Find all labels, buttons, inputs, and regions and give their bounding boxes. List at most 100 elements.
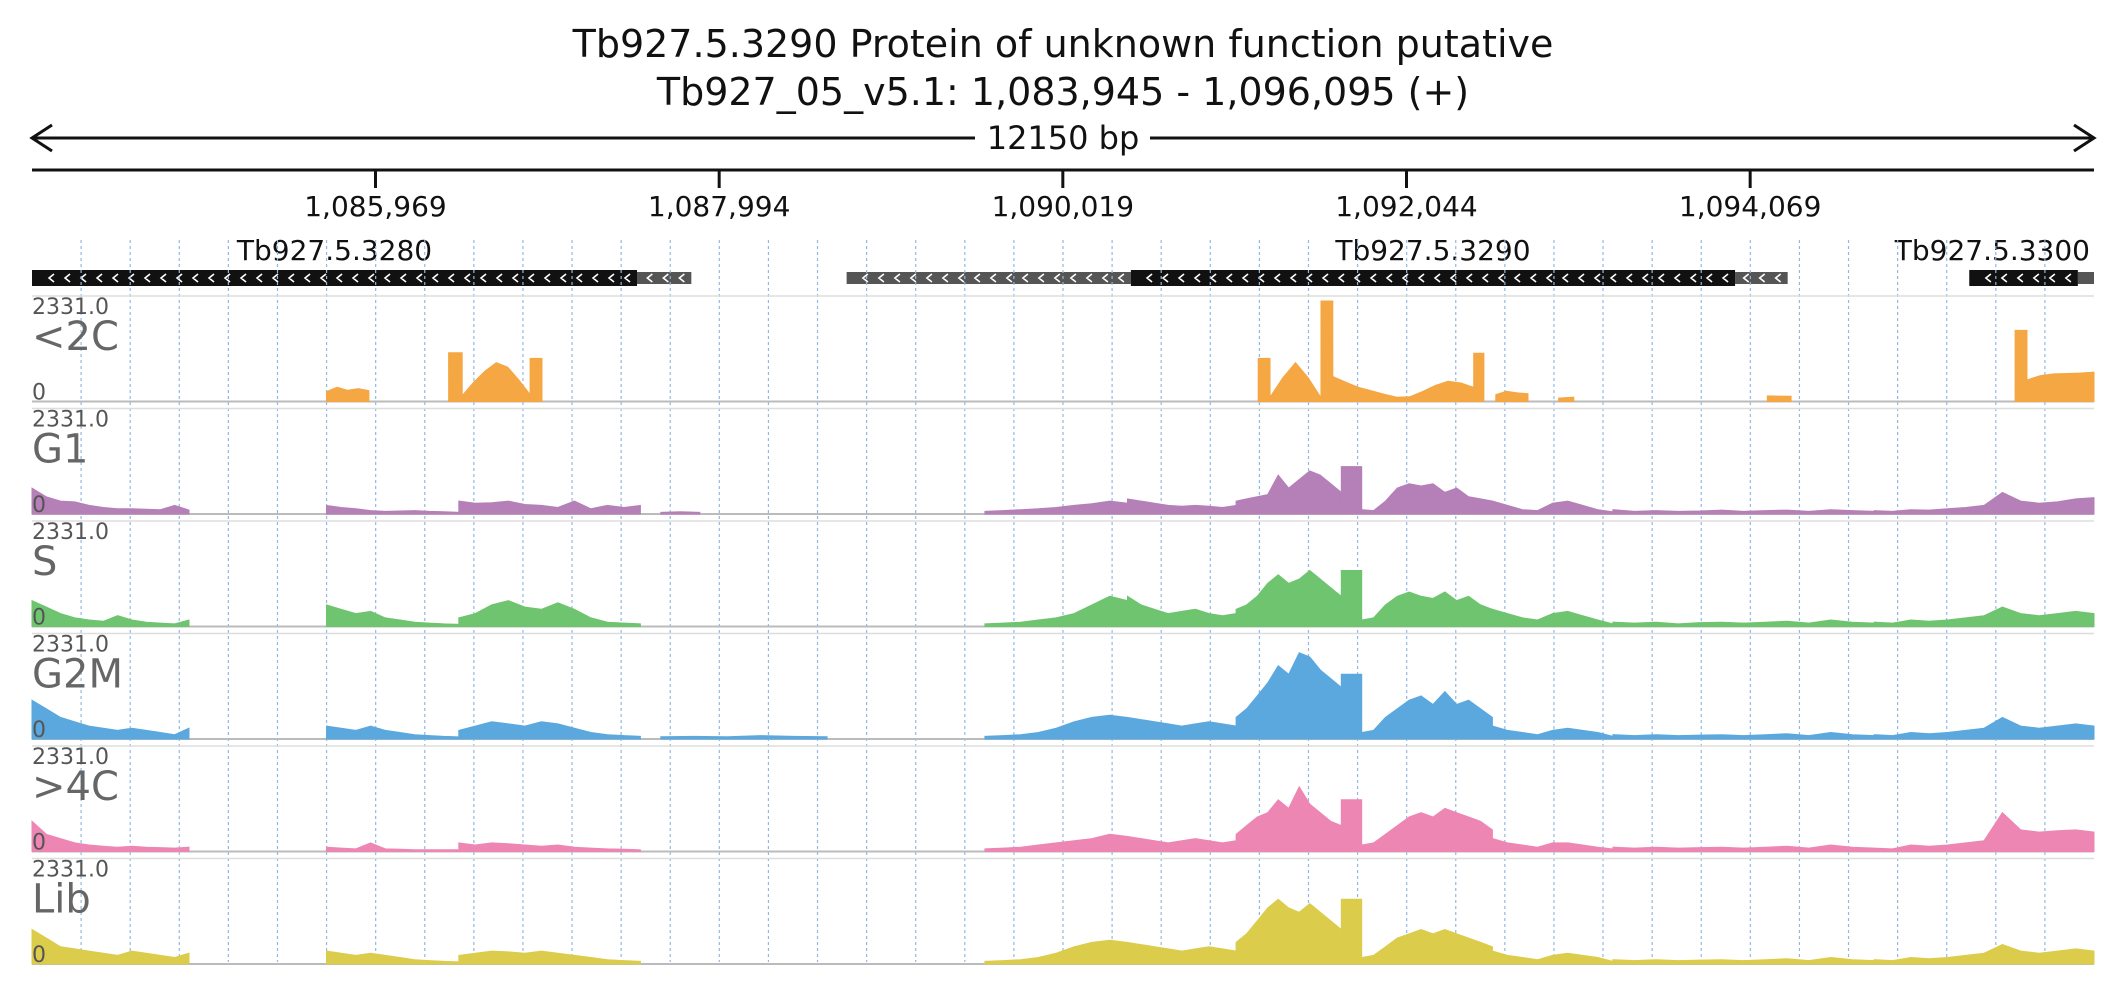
axis-tick-label: 1,090,019 bbox=[992, 190, 1135, 223]
coverage-area bbox=[1340, 466, 1363, 515]
coverage-area bbox=[1361, 690, 1493, 740]
coverage-area bbox=[1361, 483, 1493, 515]
coverage-area bbox=[1340, 570, 1363, 627]
track-name-label: Lib bbox=[32, 877, 91, 923]
track-ymin-label: 0 bbox=[32, 606, 46, 631]
axis-tick-label: 1,085,969 bbox=[304, 190, 447, 223]
coverage-area bbox=[458, 500, 641, 515]
track-ymin-label: 0 bbox=[32, 493, 46, 518]
coverage-track bbox=[325, 300, 2095, 402]
coverage-area bbox=[1558, 396, 1575, 402]
coverage-area bbox=[1766, 395, 1792, 402]
span-arrow-head-left bbox=[29, 123, 53, 153]
gene-label: Tb927.5.3300 bbox=[1894, 234, 2090, 267]
coverage-track bbox=[31, 466, 2095, 515]
coverage-area bbox=[1873, 944, 2095, 965]
track-ymin-label: 0 bbox=[32, 943, 46, 968]
track-name-label: G2M bbox=[32, 652, 123, 698]
track-ymin-label: 0 bbox=[32, 718, 46, 743]
gene-utr-block bbox=[2077, 272, 2094, 284]
track-ymax-label: 2331.0 bbox=[32, 633, 109, 658]
coverage-area bbox=[1361, 807, 1493, 852]
gene-cds-block bbox=[1130, 270, 1736, 286]
coverage-area bbox=[325, 842, 460, 852]
coverage-area bbox=[984, 595, 1129, 627]
gene-utr-block bbox=[846, 272, 1131, 284]
gene-cds-strand-chevrons bbox=[1145, 273, 1729, 283]
coverage-area bbox=[1340, 799, 1363, 852]
track-name-label: G1 bbox=[32, 427, 88, 473]
coverage-area bbox=[1873, 811, 2095, 852]
coverage-area bbox=[1491, 837, 1614, 852]
coverage-area bbox=[448, 352, 463, 402]
coverage-area bbox=[1320, 300, 1334, 402]
gene-cds-block bbox=[1969, 270, 2078, 286]
track-ymax-label: 2331.0 bbox=[32, 520, 109, 545]
coverage-area bbox=[984, 939, 1129, 965]
coverage-area bbox=[984, 714, 1129, 740]
coverage-area bbox=[1473, 352, 1485, 402]
coverage-area bbox=[1332, 375, 1475, 402]
coverage-area bbox=[1126, 941, 1237, 965]
gene-label: Tb927.5.3290 bbox=[1334, 234, 1530, 267]
coverage-area bbox=[325, 950, 460, 965]
track-ymax-label: 2331.0 bbox=[32, 858, 109, 883]
gene-cds-strand-chevrons bbox=[1984, 273, 2072, 283]
coverage-area bbox=[1612, 956, 1875, 965]
coverage-area bbox=[1361, 591, 1493, 627]
coverage-area bbox=[1126, 498, 1237, 515]
coverage-area bbox=[2014, 329, 2028, 402]
coverage-area bbox=[1612, 619, 1875, 627]
coverage-area bbox=[31, 599, 190, 627]
coverage-area bbox=[1873, 606, 2095, 627]
coverage-area bbox=[984, 833, 1129, 852]
coverage-area bbox=[1126, 835, 1237, 852]
gene-utr-strand-chevrons bbox=[861, 273, 1125, 283]
track-name-label: <2C bbox=[32, 314, 119, 360]
coverage-area bbox=[1126, 716, 1237, 740]
coverage-area bbox=[984, 500, 1129, 515]
coverage-track bbox=[31, 785, 2095, 852]
coverage-area bbox=[1340, 898, 1363, 965]
coverage-area bbox=[1495, 390, 1529, 402]
track-name-label: S bbox=[32, 539, 57, 585]
coverage-area bbox=[1235, 785, 1342, 852]
coverage-area bbox=[325, 725, 460, 740]
coverage-area bbox=[31, 487, 190, 515]
coverage-area bbox=[31, 699, 190, 740]
coverage-area bbox=[1491, 608, 1614, 627]
coverage-area bbox=[458, 950, 641, 965]
gene-utr-strand-chevrons bbox=[646, 273, 685, 283]
coverage-area bbox=[1491, 950, 1614, 965]
coverage-area bbox=[31, 820, 190, 852]
gene-label: Tb927.5.3280 bbox=[236, 234, 432, 267]
coverage-area bbox=[458, 842, 641, 852]
gene-utr-strand-chevrons bbox=[1742, 273, 1782, 283]
coverage-area bbox=[1340, 673, 1363, 740]
coverage-area bbox=[660, 511, 701, 515]
coverage-track bbox=[31, 569, 2095, 627]
coverage-area bbox=[1235, 898, 1342, 965]
axis-tick-label: 1,087,994 bbox=[648, 190, 791, 223]
chart-title-block: Tb927.5.3290 Protein of unknown function… bbox=[0, 20, 2126, 116]
coverage-area bbox=[1612, 731, 1875, 740]
coverage-area bbox=[2026, 371, 2095, 402]
coverage-area bbox=[1873, 716, 2095, 740]
axis-tick-label: 1,094,069 bbox=[1679, 190, 1822, 223]
coverage-area bbox=[1235, 569, 1342, 627]
coverage-area bbox=[1235, 652, 1342, 740]
coverage-area bbox=[325, 504, 460, 515]
coverage-area bbox=[1491, 500, 1614, 515]
span-arrow-head-right bbox=[2073, 123, 2097, 153]
coverage-area bbox=[325, 604, 460, 627]
track-ymax-label: 2331.0 bbox=[32, 408, 109, 433]
chart-subtitle: Tb927_05_v5.1: 1,083,945 - 1,096,095 (+) bbox=[656, 70, 1470, 114]
coverage-area bbox=[1269, 361, 1322, 402]
coverage-area bbox=[1235, 470, 1342, 515]
track-name-label: >4C bbox=[32, 764, 119, 810]
span-label: 12150 bp bbox=[987, 119, 1140, 157]
coverage-area bbox=[1257, 357, 1271, 402]
coverage-area bbox=[529, 357, 543, 402]
track-ymax-label: 2331.0 bbox=[32, 295, 109, 320]
